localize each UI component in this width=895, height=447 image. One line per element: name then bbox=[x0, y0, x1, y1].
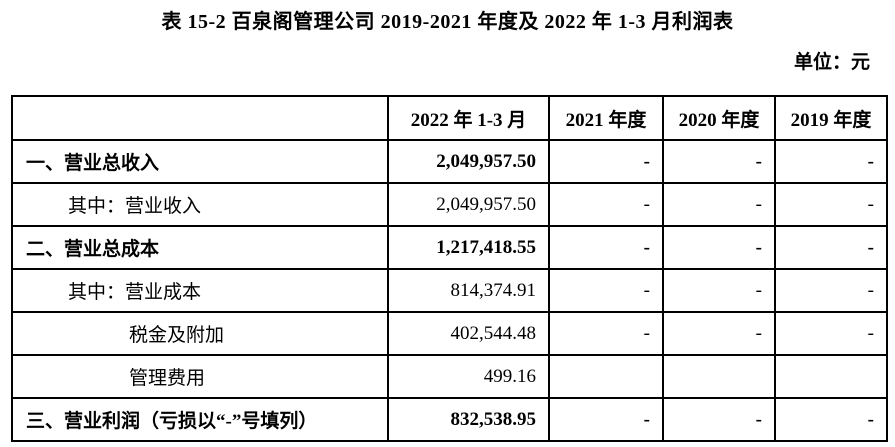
cell-2020: - bbox=[662, 225, 776, 270]
cell-2020: - bbox=[662, 139, 776, 184]
row-label: 税金及附加 bbox=[11, 311, 389, 356]
cell-2021: - bbox=[548, 182, 664, 227]
document-title: 表 15-2 百泉阁管理公司 2019-2021 年度及 2022 年 1-3 … bbox=[161, 11, 734, 33]
row-label: 其中：营业成本 bbox=[11, 268, 389, 313]
cell-2022: 1,217,418.55 bbox=[387, 225, 550, 270]
header-item-column bbox=[11, 95, 389, 141]
cell-2020: - bbox=[662, 311, 776, 356]
cell-2020: - bbox=[662, 397, 776, 442]
row-label: 管理费用 bbox=[11, 354, 389, 399]
cell-2022: 832,538.95 bbox=[387, 397, 550, 442]
cell-2019: - bbox=[774, 139, 888, 184]
cell-2020: - bbox=[662, 182, 776, 227]
cell-2021 bbox=[548, 354, 664, 399]
row-label: 一、营业总收入 bbox=[11, 139, 389, 184]
table-row-operating-cost: 其中：营业成本 814,374.91 - - - bbox=[11, 268, 888, 313]
cell-2021: - bbox=[548, 397, 664, 442]
cell-2021: - bbox=[548, 225, 664, 270]
row-label: 其中：营业收入 bbox=[11, 182, 389, 227]
cell-2022: 2,049,957.50 bbox=[387, 139, 550, 184]
header-2022-jan-mar: 2022 年 1-3 月 bbox=[387, 95, 550, 141]
cell-2019: - bbox=[774, 225, 888, 270]
cell-2021: - bbox=[548, 268, 664, 313]
table-row-admin-expense: 管理费用 499.16 bbox=[11, 354, 888, 399]
unit-label: 单位：元 bbox=[793, 52, 870, 73]
table-header-row: 2022 年 1-3 月 2021 年度 2020 年度 2019 年度 bbox=[11, 95, 888, 141]
header-2021: 2021 年度 bbox=[548, 95, 664, 141]
cell-2022: 2,049,957.50 bbox=[387, 182, 550, 227]
cell-2019: - bbox=[774, 311, 888, 356]
cell-2021: - bbox=[548, 311, 664, 356]
table-row-total-revenue: 一、营业总收入 2,049,957.50 - - - bbox=[11, 139, 888, 184]
cell-2019: - bbox=[774, 397, 888, 442]
row-label: 三、营业利润（亏损以“-”号填列） bbox=[11, 397, 389, 442]
table-row-operating-profit: 三、营业利润（亏损以“-”号填列） 832,538.95 - - - bbox=[11, 397, 888, 442]
cell-2022: 402,544.48 bbox=[387, 311, 550, 356]
cell-2022: 499.16 bbox=[387, 354, 550, 399]
cell-2020 bbox=[662, 354, 776, 399]
cell-2022: 814,374.91 bbox=[387, 268, 550, 313]
table-row-taxes-surcharges: 税金及附加 402,544.48 - - - bbox=[11, 311, 888, 356]
cell-2019: - bbox=[774, 182, 888, 227]
header-2019: 2019 年度 bbox=[774, 95, 888, 141]
row-label: 二、营业总成本 bbox=[11, 225, 389, 270]
cell-2020: - bbox=[662, 268, 776, 313]
table-row-total-cost: 二、营业总成本 1,217,418.55 - - - bbox=[11, 225, 888, 270]
header-2020: 2020 年度 bbox=[662, 95, 776, 141]
profit-statement-table: 2022 年 1-3 月 2021 年度 2020 年度 2019 年度 一、营… bbox=[11, 95, 888, 442]
cell-2019: - bbox=[774, 268, 888, 313]
cell-2021: - bbox=[548, 139, 664, 184]
cell-2019 bbox=[774, 354, 888, 399]
table-row-operating-revenue: 其中：营业收入 2,049,957.50 - - - bbox=[11, 182, 888, 227]
